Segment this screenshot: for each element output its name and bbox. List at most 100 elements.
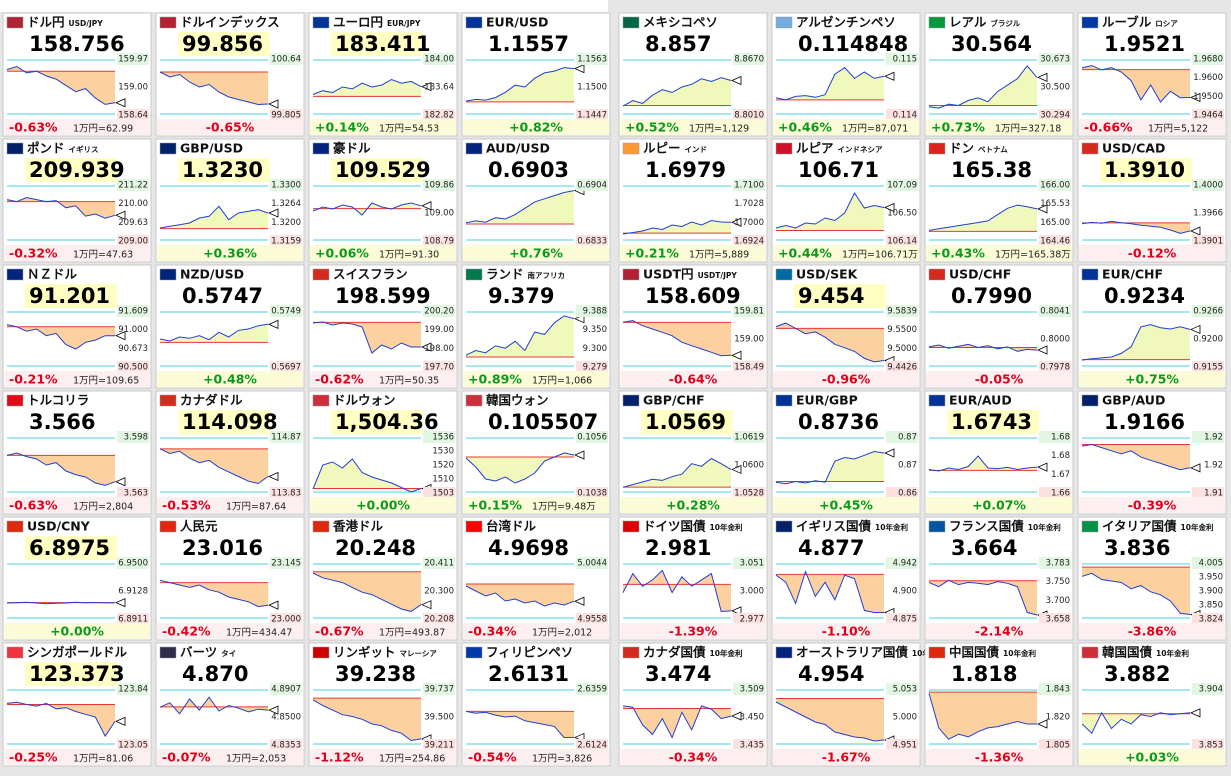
tile[interactable]: 韓国国債 10年金利 3.882 3.904 3.853 +0.03%: [1077, 642, 1227, 767]
change-band: [926, 119, 1072, 135]
scale-label: 9.5500: [887, 325, 917, 335]
tile[interactable]: レアル ブラジル 30.564 30.673 30.500 30.294 +0.73% 1万円…: [924, 12, 1074, 137]
label-bg-low: [1192, 235, 1224, 247]
tile[interactable]: USD/CHF 0.7990 0.8041 0.8000 0.7978 -0.05%: [924, 264, 1074, 389]
tile[interactable]: GBP/AUD 1.9166 1.92 1.92 1.91 -0.39%: [1077, 390, 1227, 515]
tile[interactable]: バーツ タイ 4.870 4.8907 4.8500 4.8353 -0.07% 1万円=2,…: [155, 642, 305, 767]
flag: [465, 142, 483, 155]
tile[interactable]: ドルインデックス 99.856 100.64 99.805 -0.65%: [155, 12, 305, 137]
tile[interactable]: リンギット マレーシア 39.238 39.737 39.500 39.211 -1.12%…: [308, 642, 458, 767]
tile[interactable]: ランド 南アフリカ 9.379 9.388 9.350 9.300 9.279 +0.89% 1…: [461, 264, 611, 389]
price-line: [622, 569, 732, 613]
label-bg-low: [1039, 739, 1071, 751]
tile[interactable]: メキシコペソ 8.857 8.8670 8.8010 +0.52% 1万円=1,129: [618, 12, 768, 137]
tile-name: 人民元: [180, 519, 218, 534]
tile[interactable]: ルピー インド 1.6979 1.7100 1.7028 1.7000 1.6924 +0.2…: [618, 138, 768, 263]
change-band: [773, 371, 919, 387]
tile[interactable]: 人民元 23.016 23.145 23.000 -0.42% 1万円=434.47: [155, 516, 305, 641]
tile[interactable]: GBP/USD 1.3230 1.3300 1.3264 1.3200 1.3159 +0.…: [155, 138, 305, 263]
tile-sub: 10年金利: [710, 522, 743, 532]
label-bg-low: [576, 109, 608, 121]
yen-note: 1万円=327.18: [995, 124, 1061, 135]
tile[interactable]: 中国国債 10年金利 1.818 1.843 1.820 1.805 -1.36%: [924, 642, 1074, 767]
price: 0.114848: [798, 32, 908, 56]
scale-label: 3.904: [1199, 685, 1223, 695]
change: -0.64%: [669, 372, 718, 387]
flag: [928, 16, 946, 29]
tile[interactable]: USD/CNY 6.8975 6.9500 6.9128 6.8911 +0.00%: [2, 516, 152, 641]
area: [1082, 324, 1190, 361]
scale-label: 1.67: [1051, 470, 1070, 480]
scale-label: 182.82: [424, 111, 454, 121]
tile[interactable]: ドン ベトナム 165.38 166.00 165.53 165.00 164.46 +0.4…: [924, 138, 1074, 263]
tile[interactable]: フィリピンペソ 2.6131 2.6359 2.6124 -0.54% 1万円=3,826: [461, 642, 611, 767]
tile[interactable]: トルコリラ 3.566 3.598 3.563 -0.63% 1万円=2,804: [2, 390, 152, 515]
scale-label: 91.000: [118, 325, 148, 335]
tile-sub: ロシア: [1155, 19, 1178, 28]
tile[interactable]: イギリス国債 10年金利 4.877 4.942 4.900 4.875 -1.10%: [771, 516, 921, 641]
scale-label: 39.211: [424, 741, 454, 751]
tile[interactable]: カナダ国債 10年金利 3.474 3.509 3.450 3.435 -0.34%: [618, 642, 768, 767]
change: -3.86%: [1128, 624, 1177, 639]
tile[interactable]: ＮＺドル 91.201 91.609 91.000 90.673 90.500 -0.21%…: [2, 264, 152, 389]
change: -0.54%: [468, 750, 517, 765]
tile[interactable]: NZD/USD 0.5747 0.5749 0.5697 +0.48%: [155, 264, 305, 389]
scale-label: 159.81: [734, 307, 764, 317]
change: +0.46%: [778, 120, 832, 135]
price: 0.6903: [488, 158, 569, 182]
tile[interactable]: フランス国債 10年金利 3.664 3.783 3.750 3.700 3.658 -2.1…: [924, 516, 1074, 641]
tile[interactable]: EUR/USD 1.1557 1.1563 1.1500 1.1447 +0.82%: [461, 12, 611, 137]
price: 3.474: [645, 662, 711, 686]
change-band: [926, 497, 1072, 513]
tile[interactable]: USD/SEK 9.454 9.5839 9.5500 9.5000 9.4426 -0.9…: [771, 264, 921, 389]
price-line: [312, 458, 422, 493]
label-bg-low: [733, 361, 765, 373]
tile[interactable]: EUR/CHF 0.9234 0.9266 0.9200 0.9155 +0.75%: [1077, 264, 1227, 389]
flag: [775, 142, 793, 155]
tile[interactable]: 台湾ドル 4.9698 5.0044 4.9558 -0.34% 1万円=2,012: [461, 516, 611, 641]
tile[interactable]: EUR/GBP 0.8736 0.87 0.87 0.86 +0.45%: [771, 390, 921, 515]
price-line: [159, 696, 269, 715]
area: [776, 451, 884, 484]
tile[interactable]: ルピア インドネシア 106.71 107.09 106.50 106.14 +0.44% 1…: [771, 138, 921, 263]
label-bg-low: [886, 487, 918, 499]
price-line: [159, 205, 269, 229]
change-band: [4, 749, 150, 765]
price-highlight: [641, 410, 733, 434]
tile[interactable]: ルーブル ロシア 1.9521 1.9680 1.9600 1.9500 1.9464 -0.…: [1077, 12, 1227, 137]
area: [929, 456, 1037, 471]
price: 9.454: [798, 284, 864, 308]
scale-label: 8.8010: [734, 111, 764, 121]
price-line: [1081, 324, 1191, 361]
last-marker: [1190, 226, 1201, 236]
scale-label: 30.673: [1040, 55, 1070, 65]
tile[interactable]: AUD/USD 0.6903 0.6904 0.6833 +0.76%: [461, 138, 611, 263]
tile[interactable]: USD/CAD 1.3910 1.4000 1.3966 1.3901 -0.12%: [1077, 138, 1227, 263]
tile[interactable]: ドイツ国債 10年金利 2.981 3.051 3.000 2.977 -1.39%: [618, 516, 768, 641]
scale-label: 1.9680: [1193, 55, 1223, 65]
scale-label: 114.87: [271, 433, 301, 443]
change: -0.21%: [9, 372, 58, 387]
tile[interactable]: EUR/AUD 1.6743 1.68 1.68 1.67 1.66 +0.07%: [924, 390, 1074, 515]
price: 1.0569: [645, 410, 726, 434]
change: -0.42%: [162, 624, 211, 639]
last-marker: [731, 711, 742, 721]
tile[interactable]: イタリア国債 10年金利 3.836 4.005 3.950 3.900 3.850 3.82…: [1077, 516, 1227, 641]
scale-label: 184.00: [424, 55, 454, 65]
scale-label: 1.820: [1046, 713, 1070, 723]
tile[interactable]: GBP/CHF 1.0569 1.0619 1.0600 1.0528 +0.28%: [618, 390, 768, 515]
flag: [6, 16, 24, 29]
tile[interactable]: 香港ドル 20.248 20.411 20.300 20.208 -0.67% 1万円=49…: [308, 516, 458, 641]
